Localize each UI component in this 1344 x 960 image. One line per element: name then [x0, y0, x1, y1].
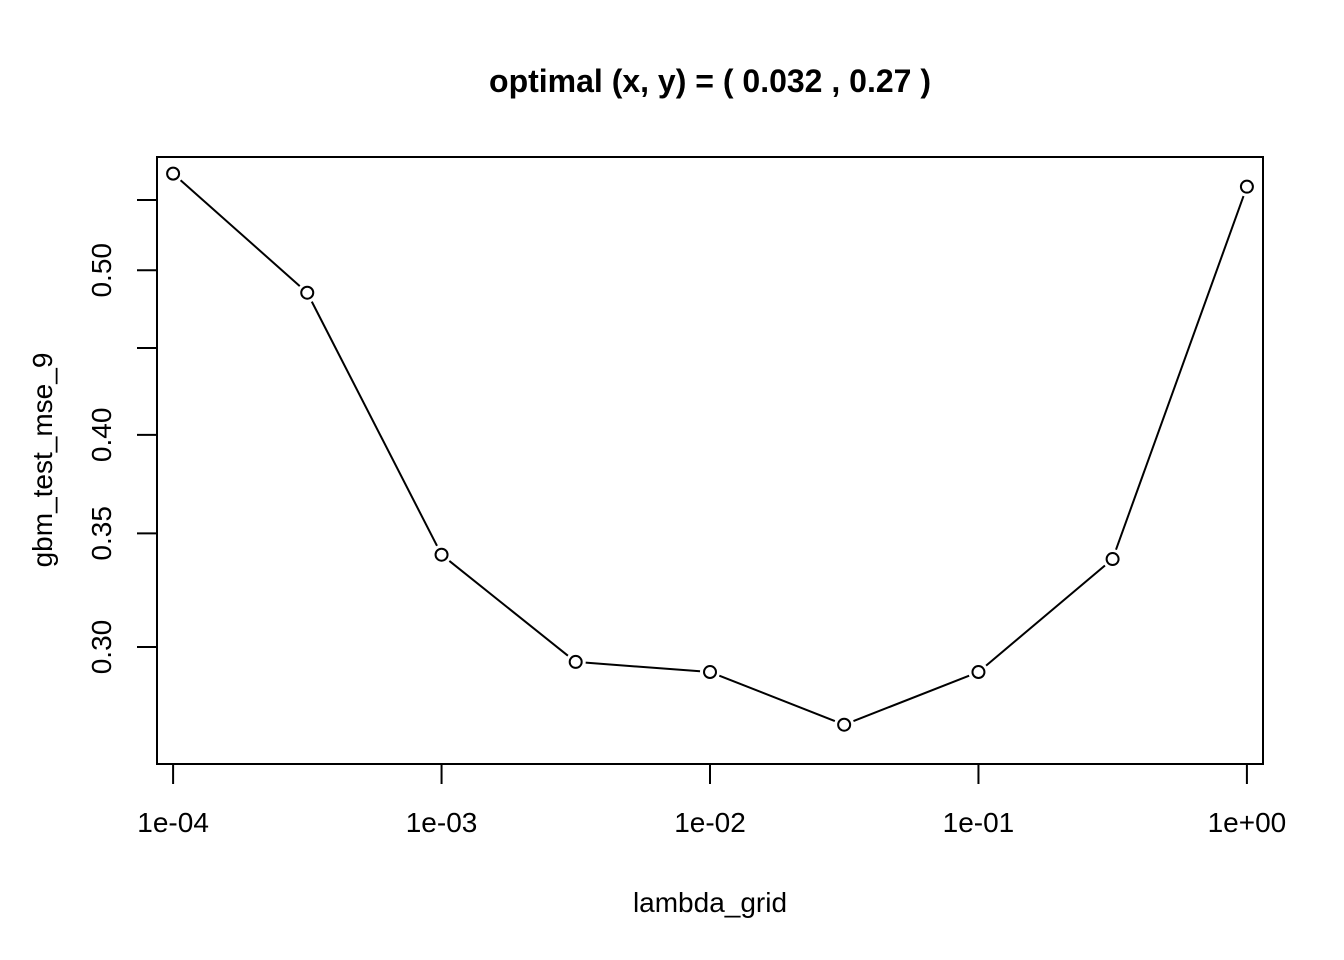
line-segment: [585, 661, 701, 673]
plot-frame: [156, 156, 1264, 765]
data-point: [837, 717, 852, 732]
x-axis-label: lambda_grid: [633, 887, 787, 918]
line-segment: [985, 564, 1106, 667]
x-tick-label: 1e-02: [674, 807, 746, 838]
data-point: [568, 654, 583, 669]
x-tick-label: 1e-03: [406, 807, 478, 838]
chart-title: optimal (x, y) = ( 0.032 , 0.27 ): [489, 63, 931, 99]
line-segment: [179, 179, 301, 287]
series-line: [179, 179, 1245, 723]
data-point: [1105, 552, 1120, 567]
line-segment: [853, 674, 970, 723]
x-tick-label: 1e-04: [137, 807, 209, 838]
data-point: [1239, 179, 1254, 194]
data-point: [300, 285, 315, 300]
line-segment: [310, 301, 438, 547]
x-axis: 1e-04 1e-03 1e-02 1e-01 1e+00: [137, 763, 1287, 838]
x-tick-label: 1e-01: [943, 807, 1015, 838]
y-axis: 0.30 0.35 0.40 0.50: [86, 198, 158, 675]
y-tick-label: 0.50: [86, 243, 117, 298]
line-segment: [718, 674, 836, 723]
data-point: [971, 665, 986, 680]
y-tick-label: 0.40: [86, 408, 117, 463]
data-point: [166, 166, 181, 181]
x-tick-label: 1e+00: [1208, 807, 1287, 838]
data-point: [703, 665, 718, 680]
line-segment: [1115, 195, 1245, 550]
line-segment: [448, 560, 569, 657]
data-point: [434, 547, 449, 562]
y-tick-label: 0.35: [86, 506, 117, 561]
y-tick-label: 0.30: [86, 620, 117, 675]
y-axis-label: gbm_test_mse_9: [27, 353, 58, 568]
series-points: [166, 166, 1254, 732]
